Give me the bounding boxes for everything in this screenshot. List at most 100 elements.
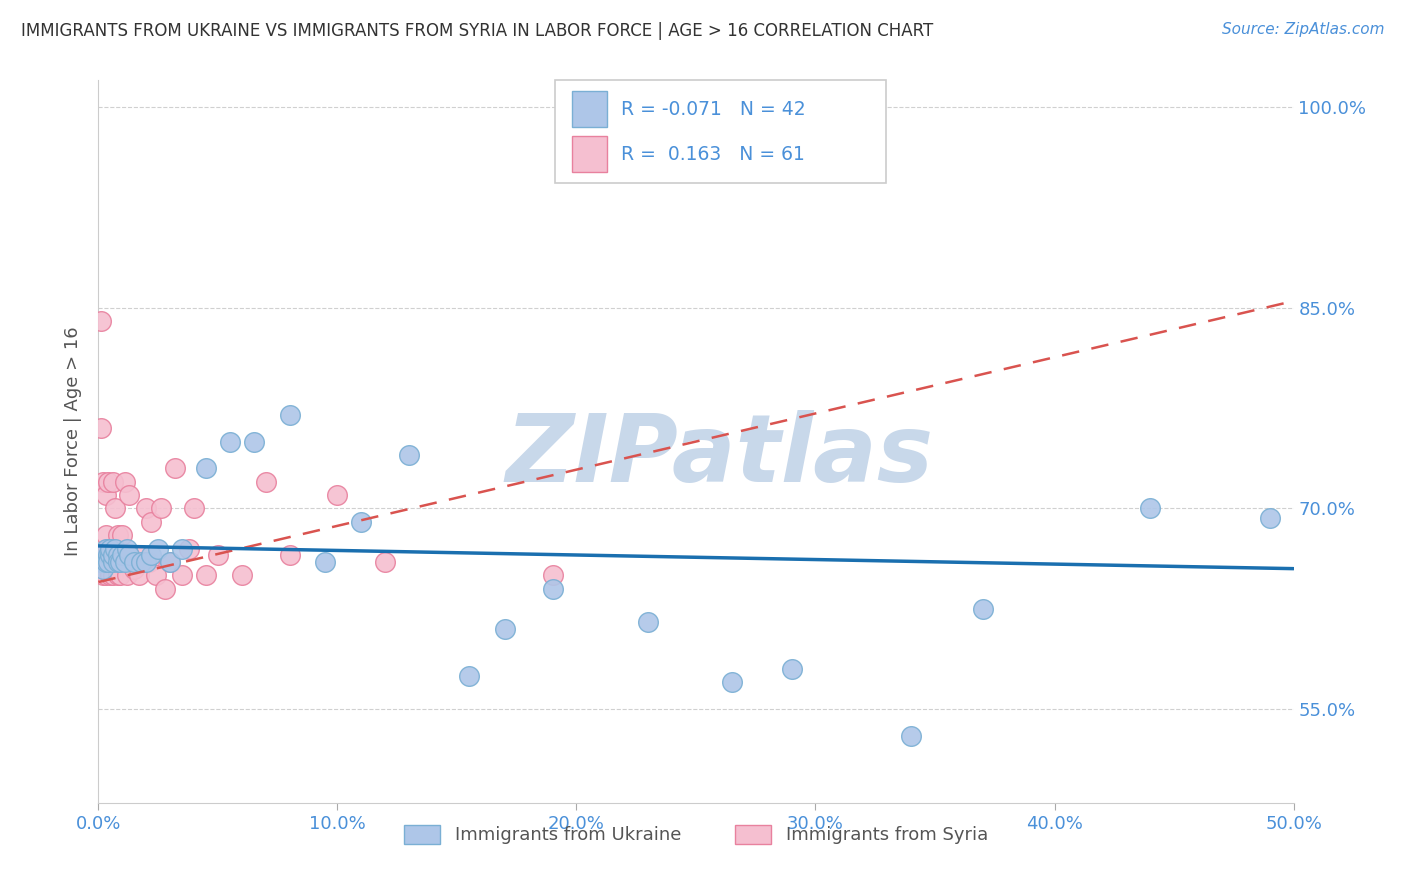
Point — [458, 669, 481, 683]
Point — [721, 675, 744, 690]
Point — [135, 555, 157, 569]
Point — [155, 582, 177, 596]
Text: Source: ZipAtlas.com: Source: ZipAtlas.com — [1222, 22, 1385, 37]
Point — [111, 555, 134, 569]
Point — [101, 555, 124, 569]
Point — [972, 602, 994, 616]
Point — [278, 548, 301, 563]
Point — [1139, 501, 1161, 516]
Point — [94, 541, 117, 556]
Point — [172, 568, 194, 582]
Point — [780, 662, 803, 676]
Point — [195, 568, 218, 582]
Point — [195, 461, 218, 475]
Point — [118, 548, 141, 563]
Point — [132, 555, 155, 569]
Point — [350, 515, 373, 529]
Point — [124, 562, 146, 576]
Point — [124, 555, 146, 569]
Point — [107, 555, 129, 569]
Text: IMMIGRANTS FROM UKRAINE VS IMMIGRANTS FROM SYRIA IN LABOR FORCE | AGE > 16 CORRE: IMMIGRANTS FROM UKRAINE VS IMMIGRANTS FR… — [21, 22, 934, 40]
Point — [94, 528, 117, 542]
Point — [145, 568, 167, 582]
Point — [115, 568, 138, 582]
Point — [94, 488, 117, 502]
Point — [148, 541, 170, 556]
Point — [107, 528, 129, 542]
Point — [107, 555, 129, 569]
Point — [231, 568, 253, 582]
Point — [900, 729, 922, 743]
Point — [163, 461, 186, 475]
Point — [111, 555, 134, 569]
Point — [104, 548, 127, 563]
Point — [114, 555, 136, 569]
Point — [254, 475, 277, 489]
Point — [94, 548, 117, 563]
Point — [97, 475, 120, 489]
Point — [115, 555, 138, 569]
Point — [207, 548, 229, 563]
Point — [97, 555, 120, 569]
Point — [108, 555, 131, 569]
Point — [1258, 511, 1281, 525]
Point — [90, 314, 112, 328]
Point — [107, 568, 129, 582]
Point — [121, 555, 143, 569]
Point — [219, 434, 242, 449]
Point — [101, 555, 124, 569]
Text: R = -0.071   N = 42: R = -0.071 N = 42 — [621, 100, 806, 119]
Point — [91, 555, 114, 569]
Point — [111, 548, 134, 563]
Point — [326, 488, 349, 502]
Point — [89, 555, 111, 569]
Point — [107, 548, 129, 563]
Point — [374, 555, 396, 569]
Point — [149, 501, 172, 516]
Point — [278, 408, 301, 422]
Point — [104, 555, 127, 569]
Point — [98, 568, 122, 582]
Point — [98, 548, 122, 563]
Point — [108, 568, 131, 582]
Point — [101, 548, 124, 563]
Point — [637, 615, 659, 630]
Text: R =  0.163   N = 61: R = 0.163 N = 61 — [621, 145, 806, 163]
Point — [115, 541, 138, 556]
Point — [159, 555, 181, 569]
Point — [541, 582, 564, 596]
Point — [97, 541, 120, 556]
Point — [118, 488, 141, 502]
Y-axis label: In Labor Force | Age > 16: In Labor Force | Age > 16 — [65, 326, 83, 557]
Point — [97, 555, 120, 569]
Point — [111, 528, 134, 542]
Point — [98, 555, 122, 569]
Point — [114, 555, 136, 569]
Point — [135, 501, 157, 516]
Point — [159, 555, 181, 569]
Point — [98, 548, 122, 563]
Point — [183, 501, 205, 516]
Point — [91, 568, 114, 582]
Point — [541, 568, 564, 582]
Point — [114, 475, 136, 489]
Point — [97, 548, 120, 563]
Point — [398, 448, 420, 462]
Point — [179, 541, 201, 556]
Point — [128, 568, 150, 582]
Point — [315, 555, 337, 569]
Point — [94, 555, 117, 569]
Point — [104, 541, 127, 556]
Point — [90, 555, 112, 569]
Point — [139, 515, 162, 529]
Point — [101, 568, 124, 582]
Legend: Immigrants from Ukraine, Immigrants from Syria: Immigrants from Ukraine, Immigrants from… — [396, 818, 995, 852]
Point — [90, 421, 112, 435]
Point — [118, 548, 141, 563]
Point — [131, 548, 153, 563]
Point — [138, 555, 160, 569]
Point — [172, 541, 194, 556]
Point — [91, 475, 114, 489]
Point — [94, 568, 117, 582]
Point — [139, 548, 162, 563]
